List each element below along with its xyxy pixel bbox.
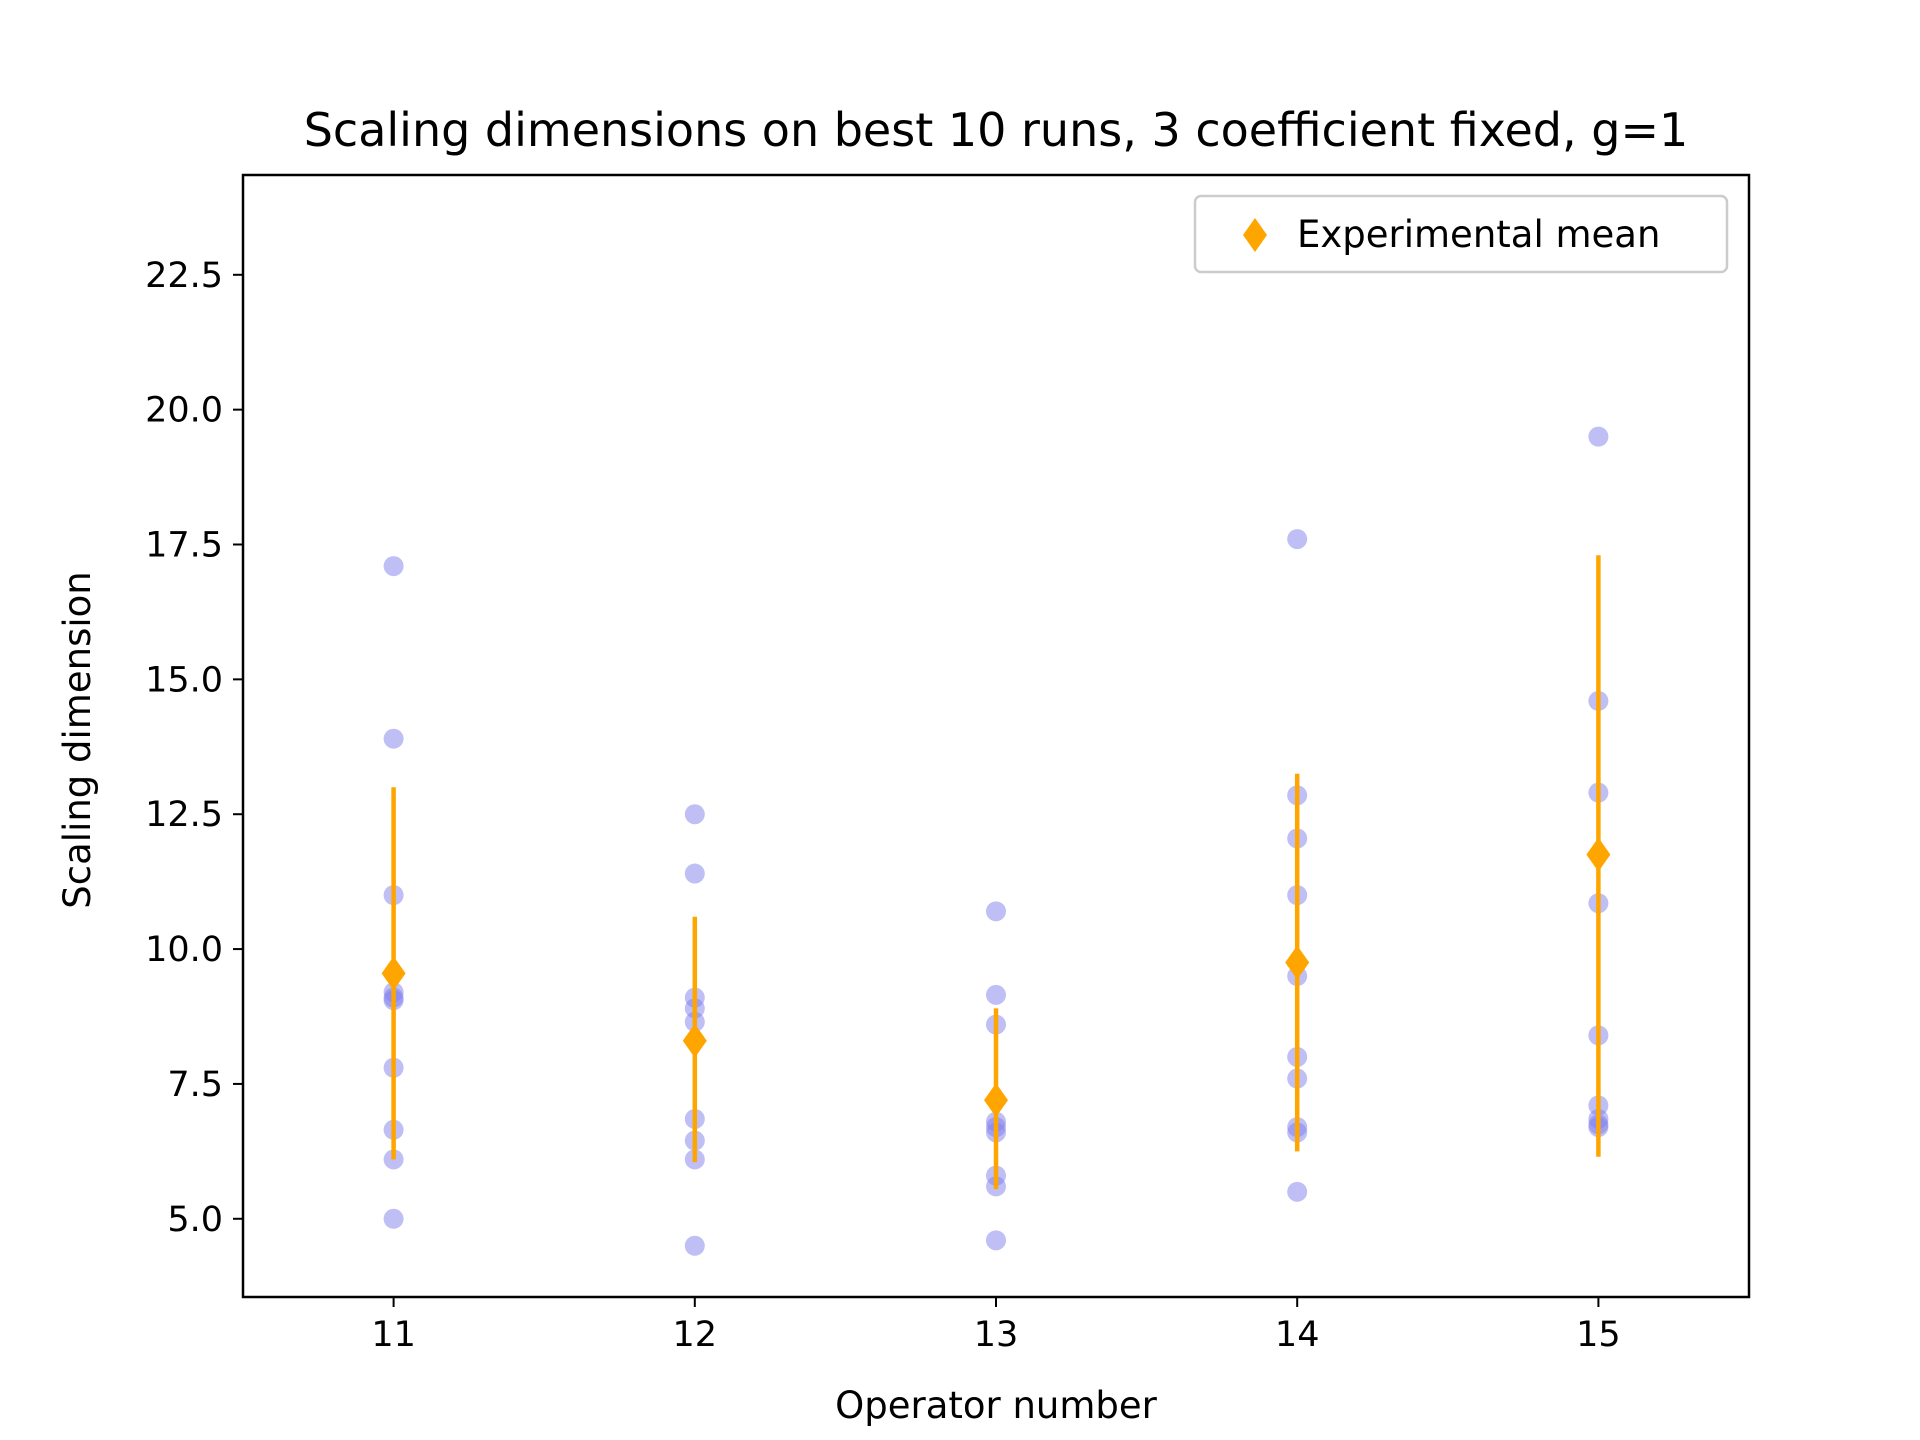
- x-tick-label: 11: [371, 1315, 416, 1355]
- mean-marker: [381, 956, 406, 991]
- legend: Experimental mean: [1193, 194, 1729, 274]
- x-axis-label: Operator number: [835, 1384, 1158, 1427]
- y-axis-label-group: Scaling dimension: [56, 571, 99, 908]
- legend-label: Experimental mean: [1297, 213, 1660, 256]
- run-point: [986, 984, 1006, 1005]
- x-tick-label: 15: [1576, 1315, 1621, 1355]
- run-point: [1588, 426, 1609, 447]
- y-tick-label: 12.5: [145, 795, 223, 835]
- y-tick-label: 22.5: [145, 256, 223, 296]
- run-point: [986, 901, 1006, 922]
- legend-diamond-marker: [1243, 218, 1267, 252]
- mean-marker: [984, 1083, 1008, 1118]
- run-point: [1287, 529, 1308, 550]
- mean-marker: [1586, 837, 1611, 872]
- x-tick-label: 13: [974, 1315, 1019, 1355]
- y-tick-label: 5.0: [167, 1200, 223, 1240]
- y-tick-label: 15.0: [145, 660, 223, 700]
- y-axis-label: Scaling dimension: [56, 571, 99, 908]
- run-point: [383, 556, 404, 577]
- chart-title: Scaling dimensions on best 10 runs, 3 co…: [304, 103, 1689, 157]
- run-point: [684, 863, 705, 884]
- run-point: [383, 728, 404, 749]
- y-tick-label: 10.0: [145, 930, 223, 970]
- y-tick-label: 17.5: [145, 526, 223, 566]
- plot-content: [381, 426, 1611, 1256]
- x-tick-label: 12: [673, 1315, 718, 1355]
- run-point: [1287, 1181, 1308, 1202]
- run-point: [986, 1230, 1006, 1251]
- run-point: [684, 804, 705, 825]
- y-axis: 5.0 7.5 10.0 12.5 15.0 17.5 20.0 22.5: [145, 256, 243, 1240]
- legend-box: [1193, 194, 1729, 274]
- mean-marker: [1285, 945, 1310, 980]
- y-tick-label: 7.5: [167, 1065, 223, 1105]
- run-point: [383, 1208, 404, 1229]
- x-axis: 11 12 13 14 15: [371, 1297, 1621, 1355]
- run-point: [684, 1235, 705, 1256]
- mean-marker: [682, 1023, 707, 1058]
- x-tick-label: 14: [1275, 1315, 1320, 1355]
- y-tick-label: 20.0: [145, 391, 223, 431]
